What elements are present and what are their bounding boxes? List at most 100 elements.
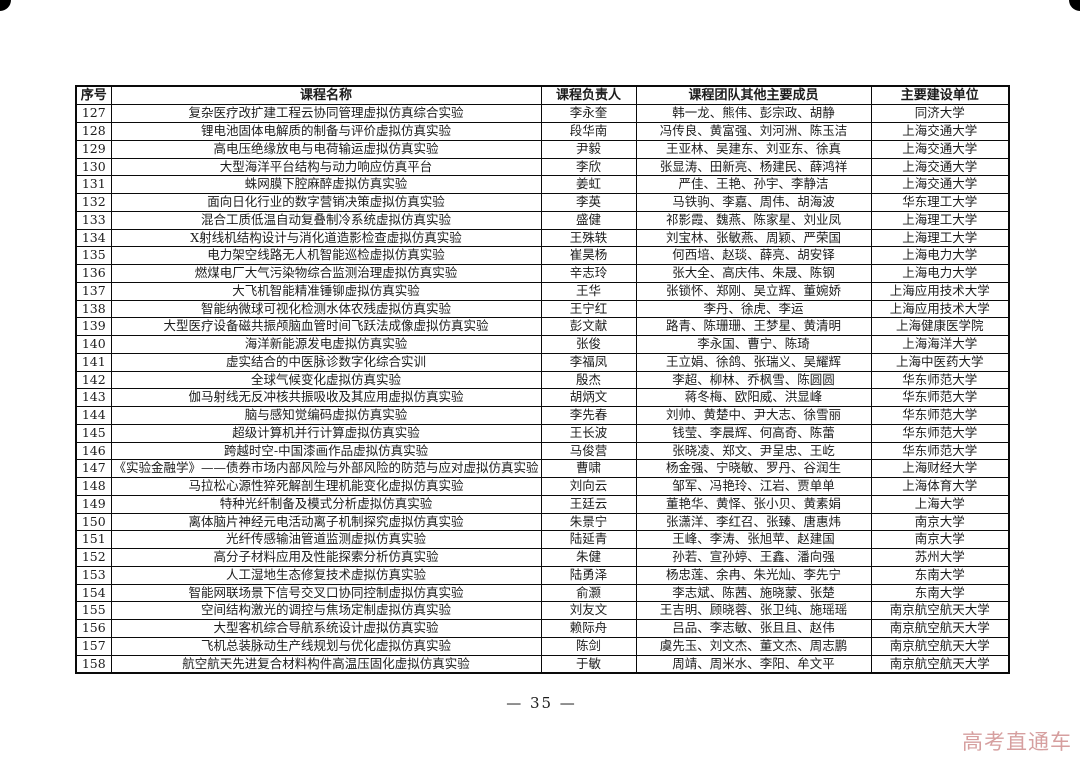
table-row: 148 马拉松心源性猝死解剖生理机能变化虚拟仿真实验 刘向云 邹军、冯艳玲、江岩、贾单… xyxy=(75,477,1010,496)
cell-serial-number: 131 xyxy=(75,175,112,195)
cell-course-name: 《实验金融学》——债券市场内部风险与外部风险的防范与应对虚拟仿真实验 xyxy=(110,459,542,479)
cell-course-leader: 陆勇泽 xyxy=(540,565,637,585)
table-row: 132 面向日化行业的数字营销决策虚拟仿真实验 李英 马铁驹、李嘉、周伟、胡海波 华东理… xyxy=(75,193,1010,212)
table-row: 139 大型医疗设备磁共振颅脑血管时间飞跃法成像虚拟仿真实验 彭文献 路青、陈珊珊、王… xyxy=(75,317,1010,337)
table-row: 158 航空航天先进复合材料构件高温压固化虚拟仿真实验 于敏 周靖、周米水、李阳、牟文… xyxy=(75,654,1010,674)
table-row: 140 海洋新能源发电虚拟仿真实验 张俊 李永国、曹宁、陈琦 上海海洋大学 xyxy=(75,335,1010,354)
cell-course-name: 虚实结合的中医脉诊数字化综合实训 xyxy=(110,352,542,372)
table-row: 143 伽马射线无反冲核共振吸收及其应用虚拟仿真实验 胡炳文 蒋冬梅、欧阳威、洪显峰华… xyxy=(75,388,1010,408)
cell-course-name: 大飞机智能精准锤铆虚拟仿真实验 xyxy=(110,281,542,301)
cell-team-members: 路青、陈珊珊、王梦星、黄清明 xyxy=(635,317,872,337)
cell-team-members: 李永国、曹宁、陈琦 xyxy=(635,335,872,354)
table-row: 141 虚实结合的中医脉诊数字化综合实训 李福凤 王立娟、徐鸽、张瑞义、吴耀辉 上海中医… xyxy=(75,352,1010,372)
cell-course-leader: 辛志玲 xyxy=(540,264,637,283)
table-row: 155 空间结构激光的调控与焦场定制虚拟仿真实验 刘友文 王吉明、顾晓蓉、张卫纯、施瑶… xyxy=(75,601,1010,621)
cell-team-members: 蒋冬梅、欧阳威、洪显峰 xyxy=(635,388,872,408)
table-row: 138 智能纳微球可视化检测水体农残虚拟仿真实验 王宁红 李丹、徐虎、李运 上海应用技术… xyxy=(75,299,1010,319)
header-construction-unit: 主要建设单位 xyxy=(870,85,1010,106)
cell-serial-number: 140 xyxy=(75,335,112,354)
header-course-name: 课程名称 xyxy=(110,85,542,106)
cell-course-leader: 李欣 xyxy=(540,157,637,177)
cell-course-leader: 朱景宁 xyxy=(540,512,637,532)
cell-course-name: 高分子材料应用及性能探索分析仿真实验 xyxy=(110,548,542,567)
cell-course-name: 海洋新能源发电虚拟仿真实验 xyxy=(110,335,542,354)
cell-serial-number: 156 xyxy=(75,619,112,638)
cell-team-members: 王吉明、顾晓蓉、张卫纯、施瑶瑶 xyxy=(635,601,872,621)
cell-course-leader: 俞灏 xyxy=(540,583,637,603)
table-row: 135 电力架空线路无人机智能巡检虚拟仿真实验 崔昊杨 何西培、赵琰、薛亮、胡安铎 上海… xyxy=(75,246,1010,266)
cell-course-name: 智能纳微球可视化检测水体农残虚拟仿真实验 xyxy=(110,299,542,319)
cell-construction-unit: 南京航空航天大学 xyxy=(870,601,1010,621)
cell-construction-unit: 上海理工大学 xyxy=(870,210,1010,230)
table-row: 131 蛛网膜下腔麻醉虚拟仿真实验 姜虹 严佳、王艳、孙宇、李静洁 上海交通大学 xyxy=(75,175,1010,195)
cell-construction-unit: 南京大学 xyxy=(870,530,1010,550)
table-body: 127 复杂医疗改扩建工程云协同管理虚拟仿真综合实验 李永奎 韩一龙、熊伟、彭宗政、胡… xyxy=(75,104,1010,674)
cell-course-name: 复杂医疗改扩建工程云协同管理虚拟仿真综合实验 xyxy=(110,104,542,124)
cell-serial-number: 155 xyxy=(75,601,112,621)
cell-team-members: 杨忠莲、余冉、朱光灿、李先宁 xyxy=(635,565,872,585)
cell-course-leader: 张俊 xyxy=(540,335,637,354)
cell-course-leader: 赖际舟 xyxy=(540,619,637,638)
cell-course-leader: 于敏 xyxy=(540,654,637,674)
cell-course-leader: 王长波 xyxy=(540,423,637,443)
cell-construction-unit: 苏州大学 xyxy=(870,548,1010,567)
cell-construction-unit: 上海健康医学院 xyxy=(870,317,1010,337)
cell-serial-number: 136 xyxy=(75,264,112,283)
cell-construction-unit: 上海应用技术大学 xyxy=(870,299,1010,319)
cell-course-name: 脑与感知觉编码虚拟仿真实验 xyxy=(110,406,542,425)
cell-construction-unit: 上海交通大学 xyxy=(870,139,1010,159)
cell-team-members: 刘宝林、张敏燕、周颖、严荣国 xyxy=(635,228,872,248)
cell-construction-unit: 上海海洋大学 xyxy=(870,335,1010,354)
cell-serial-number: 157 xyxy=(75,636,112,656)
cell-construction-unit: 上海大学 xyxy=(870,494,1010,514)
cell-course-leader: 王殊轶 xyxy=(540,228,637,248)
cell-course-leader: 李福凤 xyxy=(540,352,637,372)
cell-course-leader: 王廷云 xyxy=(540,494,637,514)
cell-course-leader: 李永奎 xyxy=(540,104,637,124)
table-row: 147 《实验金融学》——债券市场内部风险与外部风险的防范与应对虚拟仿真实验 曹啸杨… xyxy=(75,459,1010,479)
cell-serial-number: 139 xyxy=(75,317,112,337)
cell-course-name: 大型客机综合导航系统设计虚拟仿真实验 xyxy=(110,619,542,638)
table-row: 137 大飞机智能精准锤铆虚拟仿真实验 王华 张锁怀、郑刚、吴立辉、董婉娇 上海应用技术… xyxy=(75,281,1010,301)
cell-construction-unit: 上海交通大学 xyxy=(870,157,1010,177)
cell-serial-number: 152 xyxy=(75,548,112,567)
cell-course-leader: 李英 xyxy=(540,193,637,212)
page-corner-mask xyxy=(0,0,11,11)
table-header-row: 序号 课程名称 课程负责人 课程团队其他主要成员 主要建设单位 xyxy=(75,85,1010,106)
cell-construction-unit: 南京航空航天大学 xyxy=(870,619,1010,638)
cell-course-name: 航空航天先进复合材料构件高温压固化虚拟仿真实验 xyxy=(110,654,542,674)
cell-serial-number: 149 xyxy=(75,494,112,514)
cell-team-members: 张大全、高庆伟、朱晟、陈钢 xyxy=(635,264,872,283)
cell-course-name: 马拉松心源性猝死解剖生理机能变化虚拟仿真实验 xyxy=(110,477,542,496)
cell-serial-number: 141 xyxy=(75,352,112,372)
cell-serial-number: 143 xyxy=(75,388,112,408)
cell-construction-unit: 华东师范大学 xyxy=(870,441,1010,461)
table-row: 156 大型客机综合导航系统设计虚拟仿真实验 赖际舟 吕品、李志敏、张且且、赵伟 南京航… xyxy=(75,619,1010,638)
cell-team-members: 张显涛、田新亮、杨建民、薛鸿祥 xyxy=(635,157,872,177)
header-serial-number: 序号 xyxy=(75,85,112,106)
cell-team-members: 周靖、周米水、李阳、牟文平 xyxy=(635,654,872,674)
watermark-gaokao-express: 高考直通车 xyxy=(962,730,1072,754)
cell-construction-unit: 华东师范大学 xyxy=(870,406,1010,425)
cell-serial-number: 144 xyxy=(75,406,112,425)
table-row: 134 X射线机结构设计与消化道造影检查虚拟仿真实验 王殊轶 刘宝林、张敏燕、周颖、严… xyxy=(75,228,1010,248)
table-row: 145 超级计算机并行计算虚拟仿真实验 王长波 钱莹、李晨辉、何高奇、陈蕾 华东师范大学 xyxy=(75,423,1010,443)
cell-course-leader: 姜虹 xyxy=(540,175,637,195)
cell-construction-unit: 同济大学 xyxy=(870,104,1010,124)
cell-serial-number: 135 xyxy=(75,246,112,266)
table-row: 154 智能网联场景下信号交叉口协同控制虚拟仿真实验 俞灏 李志斌、陈茜、施晓蒙、张楚… xyxy=(75,583,1010,603)
cell-team-members: 邹军、冯艳玲、江岩、贾单单 xyxy=(635,477,872,496)
cell-course-leader: 陈剑 xyxy=(540,636,637,656)
cell-serial-number: 137 xyxy=(75,281,112,301)
cell-team-members: 祁影霞、魏燕、陈家星、刘业凤 xyxy=(635,210,872,230)
cell-team-members: 冯传良、黄富强、刘河洲、陈玉洁 xyxy=(635,122,872,141)
cell-team-members: 吕品、李志敏、张且且、赵伟 xyxy=(635,619,872,638)
cell-construction-unit: 东南大学 xyxy=(870,565,1010,585)
cell-course-name: 超级计算机并行计算虚拟仿真实验 xyxy=(110,423,542,443)
cell-course-leader: 朱健 xyxy=(540,548,637,567)
cell-construction-unit: 华东师范大学 xyxy=(870,388,1010,408)
cell-course-leader: 马俊营 xyxy=(540,441,637,461)
table-row: 146 跨越时空-中国漆画作品虚拟仿真实验 马俊营 张晓凌、郑文、尹呈忠、王屹 华东师范… xyxy=(75,441,1010,461)
cell-construction-unit: 上海财经大学 xyxy=(870,459,1010,479)
cell-team-members: 韩一龙、熊伟、彭宗政、胡静 xyxy=(635,104,872,124)
